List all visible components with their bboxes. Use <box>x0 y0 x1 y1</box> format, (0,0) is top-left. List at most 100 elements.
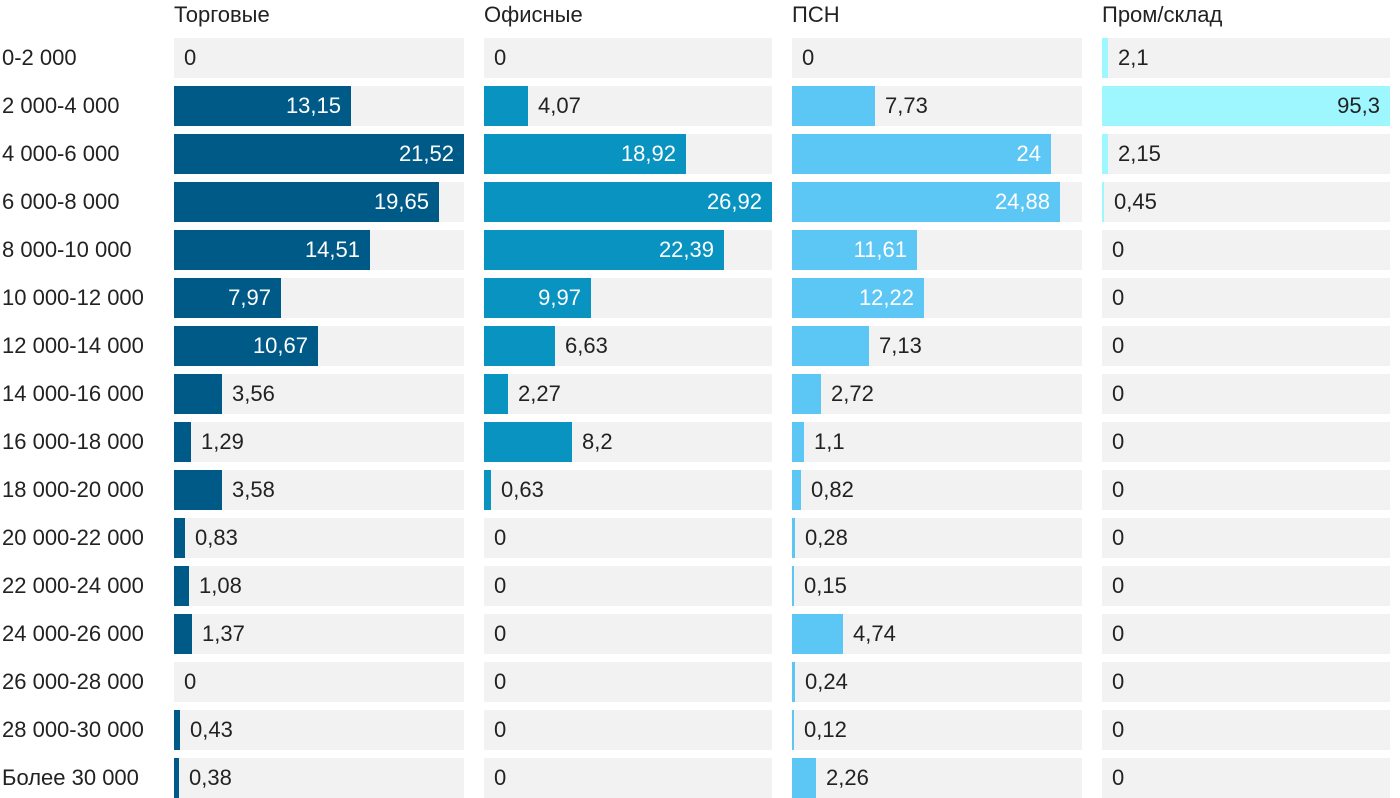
bar <box>792 662 795 702</box>
bar <box>484 326 555 366</box>
bar-track: 0,24 <box>792 662 1082 702</box>
data-label: 0 <box>494 45 507 70</box>
bar <box>1102 134 1108 174</box>
data-label: 95,3 <box>1337 93 1380 118</box>
bar-track: 0 <box>1102 614 1390 654</box>
data-label: 24 <box>1016 141 1041 166</box>
data-label: 0,28 <box>805 525 848 550</box>
bar-track: 0 <box>1102 470 1390 510</box>
data-label: 0,45 <box>1114 189 1157 214</box>
bar-track: 0 <box>1102 326 1390 366</box>
bar-track: 11,61 <box>792 230 1082 270</box>
bar-track: 0,82 <box>792 470 1082 510</box>
bar <box>484 422 572 462</box>
bar <box>1102 38 1108 78</box>
data-label: 0 <box>1112 237 1125 262</box>
data-label: 0 <box>494 669 507 694</box>
category-label: 26 000-28 000 <box>2 669 144 694</box>
data-label: 1,1 <box>814 429 845 454</box>
series-header: Пром/склад <box>1102 2 1223 27</box>
bar <box>792 614 843 654</box>
data-label: 0,63 <box>501 477 544 502</box>
bar <box>174 614 192 654</box>
data-label: 0,82 <box>811 477 854 502</box>
data-label: 14,51 <box>304 237 360 262</box>
bar-track: 0 <box>1102 566 1390 606</box>
bar-track: 4,07 <box>484 86 772 126</box>
category-label: 4 000-6 000 <box>2 141 120 166</box>
bar-track: 0 <box>484 38 772 78</box>
bar <box>792 566 794 606</box>
bar <box>792 758 816 798</box>
data-label: 0 <box>1112 285 1125 310</box>
data-label: 7,97 <box>228 285 271 310</box>
category-label: 10 000-12 000 <box>2 285 144 310</box>
bar-track: 0 <box>174 38 464 78</box>
bar-track: 4,74 <box>792 614 1082 654</box>
bar-track: 0 <box>1102 278 1390 318</box>
bar <box>174 134 464 174</box>
bar-track: 1,08 <box>174 566 464 606</box>
data-label: 3,58 <box>232 477 275 502</box>
bar-track: 21,52 <box>174 134 464 174</box>
data-label: 0,12 <box>804 717 847 742</box>
bar <box>484 374 508 414</box>
data-label: 0 <box>494 717 507 742</box>
bar-track: 0,12 <box>792 710 1082 750</box>
bar-track: 2,1 <box>1102 38 1390 78</box>
bar <box>792 710 794 750</box>
series-header: ПСН <box>792 2 840 27</box>
category-label: 20 000-22 000 <box>2 525 144 550</box>
bar <box>484 470 491 510</box>
bar-track: 0 <box>792 38 1082 78</box>
bar-track: 0 <box>1102 230 1390 270</box>
bar-track: 0 <box>484 566 772 606</box>
data-label: 0,15 <box>804 573 847 598</box>
bar <box>174 230 370 270</box>
bar-track: 1,1 <box>792 422 1082 462</box>
category-label: 24 000-26 000 <box>2 621 144 646</box>
bar <box>174 278 281 318</box>
data-label: 24,88 <box>994 189 1050 214</box>
bar-track: 0 <box>1102 662 1390 702</box>
bar-track: 24 <box>792 134 1082 174</box>
data-label: 0,38 <box>189 765 232 790</box>
bar <box>174 710 180 750</box>
category-label: 2 000-4 000 <box>2 93 120 118</box>
data-label: 9,97 <box>538 285 581 310</box>
data-label: 0 <box>1112 429 1125 454</box>
category-label: 22 000-24 000 <box>2 573 144 598</box>
data-label: 10,67 <box>252 333 308 358</box>
bar-track: 0 <box>1102 710 1390 750</box>
bar-track: 0 <box>1102 422 1390 462</box>
data-label: 0 <box>494 525 507 550</box>
bar-track: 0 <box>1102 518 1390 558</box>
bar-track: 0 <box>1102 374 1390 414</box>
bar <box>174 182 439 222</box>
bar <box>1102 86 1390 126</box>
data-label: 0 <box>1112 717 1125 742</box>
data-label: 0 <box>1112 477 1125 502</box>
bar <box>174 566 189 606</box>
bar-track: 0,83 <box>174 518 464 558</box>
bar <box>174 422 191 462</box>
bar-track: 18,92 <box>484 134 772 174</box>
bar-track: 0 <box>484 614 772 654</box>
bar <box>174 470 222 510</box>
data-label: 2,72 <box>831 381 874 406</box>
bar <box>484 86 528 126</box>
data-label: 0 <box>1112 669 1125 694</box>
data-label: 19,65 <box>373 189 429 214</box>
data-label: 0 <box>1112 381 1125 406</box>
data-label: 0 <box>1112 621 1125 646</box>
bar-track: 1,37 <box>174 614 464 654</box>
data-label: 0 <box>184 669 197 694</box>
bar-track: 24,88 <box>792 182 1082 222</box>
bar-track: 1,29 <box>174 422 464 462</box>
bar <box>792 134 1051 174</box>
bar-track: 0 <box>484 710 772 750</box>
bar-track: 8,2 <box>484 422 772 462</box>
bar-track: 2,15 <box>1102 134 1390 174</box>
series-header: Торговые <box>174 2 270 27</box>
